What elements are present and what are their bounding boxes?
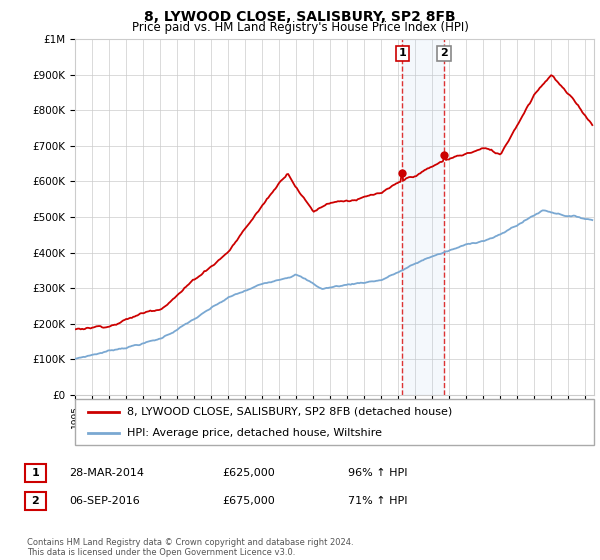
Text: 71% ↑ HPI: 71% ↑ HPI	[348, 496, 407, 506]
Text: £625,000: £625,000	[222, 468, 275, 478]
Text: 06-SEP-2016: 06-SEP-2016	[69, 496, 140, 506]
Text: 28-MAR-2014: 28-MAR-2014	[69, 468, 144, 478]
Text: 2: 2	[32, 496, 39, 506]
Text: 1: 1	[398, 48, 406, 58]
Text: Contains HM Land Registry data © Crown copyright and database right 2024.
This d: Contains HM Land Registry data © Crown c…	[27, 538, 353, 557]
Text: 8, LYWOOD CLOSE, SALISBURY, SP2 8FB: 8, LYWOOD CLOSE, SALISBURY, SP2 8FB	[144, 10, 456, 24]
Bar	[402, 39, 444, 395]
Text: Price paid vs. HM Land Registry's House Price Index (HPI): Price paid vs. HM Land Registry's House …	[131, 21, 469, 34]
Text: 2: 2	[440, 48, 448, 58]
Text: HPI: Average price, detached house, Wiltshire: HPI: Average price, detached house, Wilt…	[127, 428, 382, 438]
Text: 96% ↑ HPI: 96% ↑ HPI	[348, 468, 407, 478]
Text: 1: 1	[32, 468, 39, 478]
Text: £675,000: £675,000	[222, 496, 275, 506]
Text: 8, LYWOOD CLOSE, SALISBURY, SP2 8FB (detached house): 8, LYWOOD CLOSE, SALISBURY, SP2 8FB (det…	[127, 407, 452, 417]
